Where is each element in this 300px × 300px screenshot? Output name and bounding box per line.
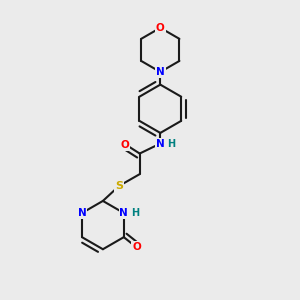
- Text: H: H: [167, 139, 175, 148]
- Text: O: O: [132, 242, 141, 252]
- Text: O: O: [120, 140, 129, 150]
- Text: N: N: [156, 139, 165, 148]
- Text: O: O: [156, 23, 165, 33]
- Text: N: N: [78, 208, 86, 218]
- Text: S: S: [115, 181, 123, 191]
- Text: N: N: [156, 67, 165, 77]
- Text: H: H: [131, 208, 139, 218]
- Text: N: N: [119, 208, 128, 218]
